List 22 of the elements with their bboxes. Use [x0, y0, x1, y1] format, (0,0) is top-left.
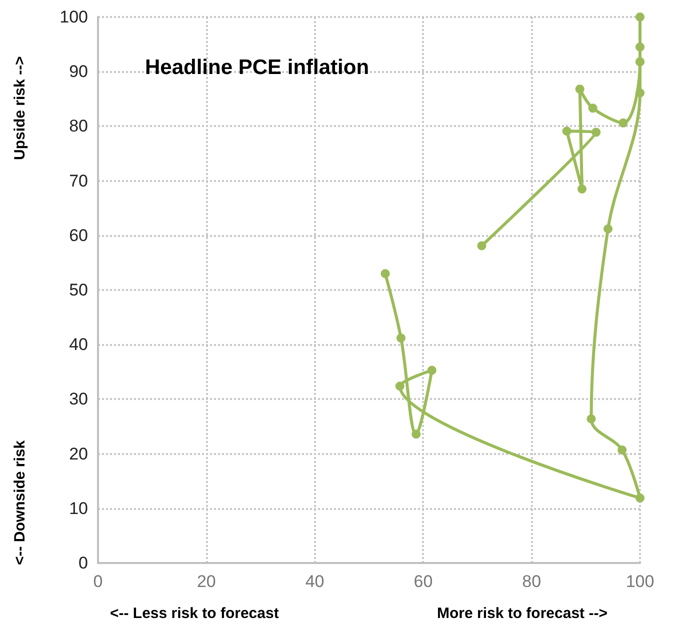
y-tick-label: 0 [78, 554, 88, 572]
y-tick-label: 50 [69, 280, 88, 300]
y-tick-label: 10 [69, 498, 88, 518]
x-tick-label: 0 [93, 572, 103, 591]
y-axis-title: <-- Downside risk [12, 440, 28, 565]
x-tick-label: 20 [196, 572, 216, 591]
y-tick-label: 90 [69, 62, 88, 82]
y-tick-label: 80 [69, 116, 88, 136]
x-tick-label: 100 [626, 572, 654, 591]
y-tick-label: 100 [60, 8, 88, 26]
text: More risk to forecast --> [437, 605, 608, 622]
text: Headline PCE inflation [145, 56, 370, 79]
y-tick-label: 20 [69, 444, 88, 464]
y-tick-label: 40 [69, 335, 88, 354]
x-axis-title: <-- Less risk to forecast [110, 605, 279, 622]
y-tick-label: 30 [69, 390, 88, 409]
text: Upside risk --> [12, 56, 28, 160]
y-tick-label: 70 [69, 171, 88, 190]
x-tick-label: 40 [305, 572, 324, 591]
x-tick-label: 60 [414, 572, 433, 591]
y-tick-label: 60 [69, 226, 88, 245]
x-tick-label: 80 [522, 572, 542, 591]
